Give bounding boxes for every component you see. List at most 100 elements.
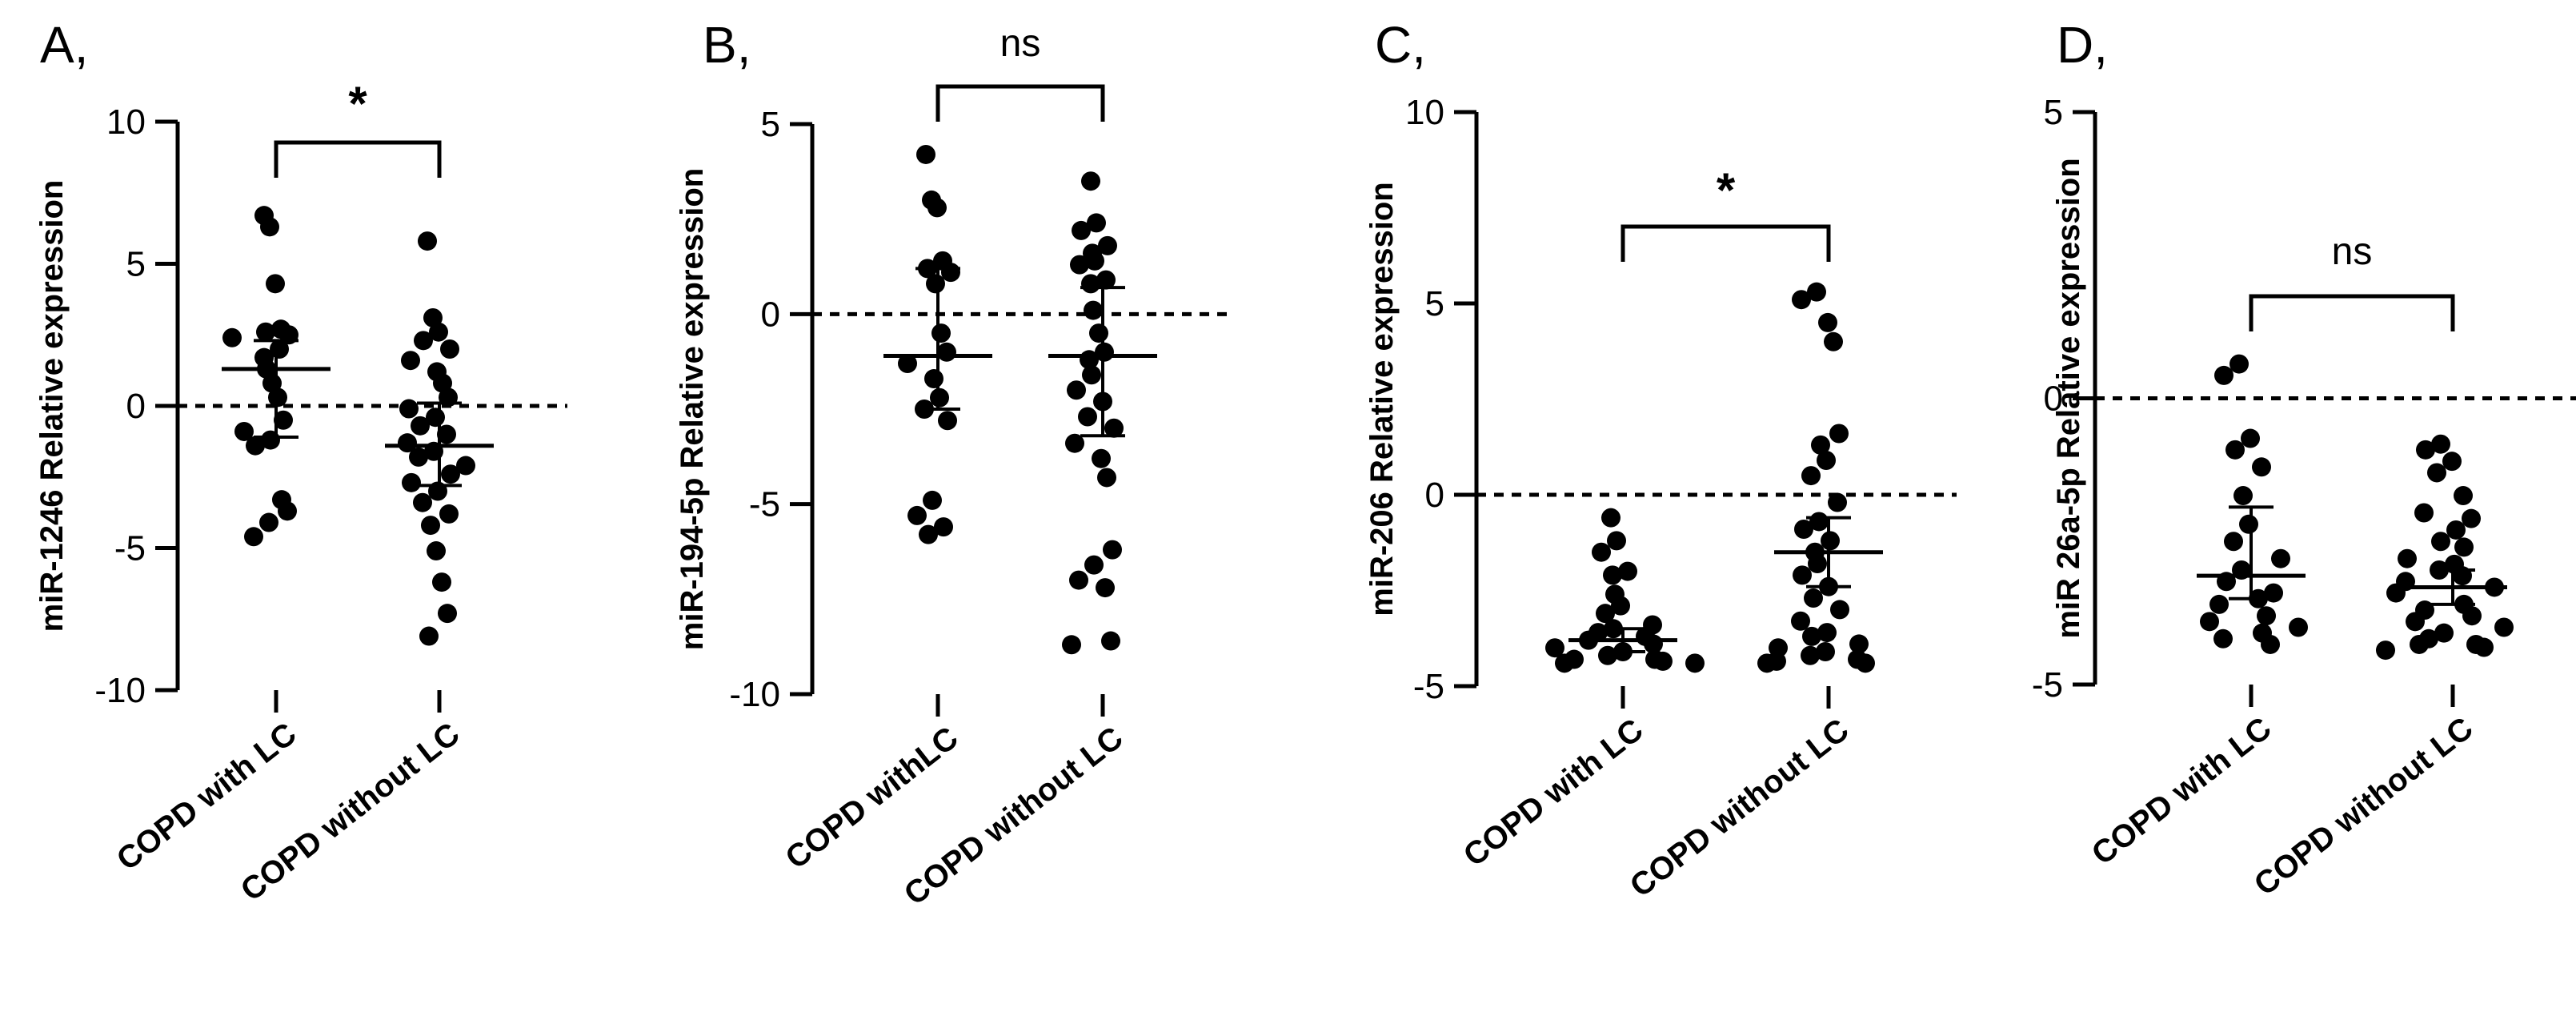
data-point <box>1856 653 1875 673</box>
data-point <box>1081 274 1100 294</box>
data-point <box>2239 514 2258 534</box>
data-point <box>2376 640 2395 661</box>
data-point <box>1791 611 1810 631</box>
data-point <box>2257 606 2276 626</box>
y-tick-label: -10 <box>94 671 146 710</box>
data-point <box>401 351 420 371</box>
data-point <box>926 274 945 294</box>
data-point <box>1097 468 1116 488</box>
x-tick-label: COPD without LC <box>1624 712 1856 904</box>
x-tick-label: COPD with LC <box>1457 712 1650 873</box>
data-point <box>427 541 446 561</box>
data-point <box>429 322 448 342</box>
data-point <box>2214 365 2233 385</box>
data-point <box>1849 634 1869 654</box>
significance-bracket <box>1621 224 1831 262</box>
data-point <box>2224 532 2243 552</box>
data-point <box>278 501 297 521</box>
y-tick-label: -5 <box>1413 667 1444 706</box>
panel-b: B, 5 0 -5 -10 miR-194-5p Relative expression C… <box>675 16 1231 912</box>
data-point <box>1802 626 1821 646</box>
data-point <box>2241 428 2260 448</box>
data-point <box>937 342 956 362</box>
data-point <box>1830 600 1849 620</box>
data-point <box>1808 554 1827 574</box>
data-point <box>1084 555 1104 575</box>
y-tick-label: -10 <box>729 675 780 714</box>
data-point <box>916 144 935 164</box>
data-point <box>1103 540 1122 560</box>
data-point <box>419 626 439 646</box>
data-point <box>2200 612 2219 632</box>
data-point <box>439 504 459 524</box>
panel-letter: B, <box>703 16 751 74</box>
data-point <box>1607 531 1626 551</box>
data-point <box>1792 290 1811 310</box>
data-point <box>1596 604 1615 624</box>
data-point <box>919 524 938 544</box>
data-point <box>2213 628 2233 649</box>
data-point <box>938 411 957 431</box>
panel-letter: D, <box>2057 16 2108 74</box>
data-point <box>1817 623 1837 643</box>
data-point <box>1618 561 1637 581</box>
y-tick-label: 5 <box>1425 284 1444 323</box>
significance-label: ns <box>1000 22 1041 65</box>
data-point <box>409 447 428 467</box>
data-point <box>1085 251 1104 271</box>
data-point <box>260 217 279 237</box>
y-axis-label: miR-1246 Relative expression <box>34 180 70 632</box>
data-point <box>2442 452 2462 472</box>
data-point <box>456 456 475 476</box>
y-tick-label: 5 <box>761 105 780 144</box>
x-tick-label: COPD with LC <box>2085 710 2278 872</box>
data-point <box>1757 653 1777 673</box>
data-point <box>244 527 263 547</box>
data-point <box>1067 380 1086 400</box>
panel-letter: A, <box>40 16 88 74</box>
data-point <box>923 490 942 510</box>
y-tick-label: -5 <box>2032 665 2063 705</box>
data-point <box>1824 331 1843 351</box>
data-point <box>274 410 293 430</box>
data-point <box>432 572 451 592</box>
data-point <box>1828 492 1847 512</box>
data-point <box>413 492 432 512</box>
data-point <box>924 369 943 389</box>
data-point <box>259 512 278 532</box>
data-point <box>2289 617 2308 637</box>
data-point <box>2431 532 2450 552</box>
data-point <box>1098 235 1117 255</box>
data-point <box>1801 645 1820 665</box>
data-point <box>1084 300 1103 320</box>
data-point <box>421 516 440 536</box>
data-point <box>1101 631 1120 651</box>
data-point <box>941 263 960 283</box>
panel-d: D, 5 0 -5 miR 26a-5p Relative expression COPD… <box>2032 16 2576 902</box>
data-point <box>2271 548 2290 568</box>
data-point <box>1603 565 1622 585</box>
data-point <box>927 198 947 218</box>
data-point <box>1070 255 1089 275</box>
data-point <box>2454 486 2473 506</box>
data-point <box>1096 578 1115 598</box>
panel-c: C, 10 5 0 -5 miR-206 Relative expression COPD … <box>1364 16 1957 904</box>
data-point <box>246 436 265 456</box>
data-point <box>1818 312 1837 332</box>
data-point <box>931 323 951 343</box>
y-tick-label: 0 <box>1425 476 1444 515</box>
data-point <box>1598 645 1617 665</box>
data-point <box>1653 651 1673 671</box>
data-point <box>1104 418 1124 438</box>
data-point <box>2462 606 2482 626</box>
data-point <box>1072 220 1091 240</box>
data-point <box>1801 466 1821 486</box>
data-point <box>2406 612 2425 632</box>
data-point <box>1555 653 1574 673</box>
data-point <box>1793 565 1812 585</box>
significance-bracket <box>274 140 442 178</box>
data-point <box>1078 407 1097 427</box>
data-point <box>441 464 460 484</box>
